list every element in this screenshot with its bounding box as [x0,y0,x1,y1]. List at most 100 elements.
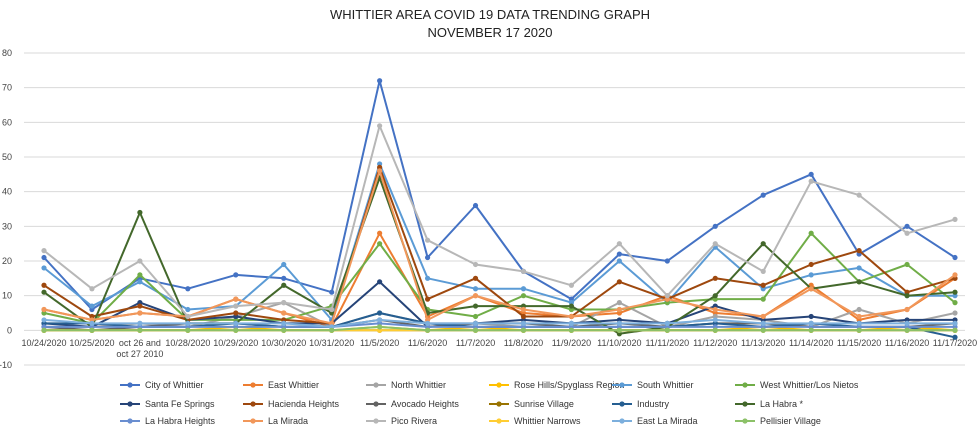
legend-marker [127,382,133,388]
legend-item: La Mirada [243,416,308,426]
data-point [760,320,766,326]
data-point [856,327,862,333]
data-point [281,300,287,306]
data-point [281,275,287,281]
data-point [520,327,527,333]
data-point [233,272,239,278]
data-point [137,327,143,333]
data-point [137,279,143,285]
data-point [41,265,47,271]
x-tick-label: 11/7/2020 [456,338,495,348]
y-tick-label: 30 [2,221,12,231]
data-point [616,258,622,264]
x-tick-label: 10/25/2020 [69,338,114,348]
series-line [43,79,956,311]
x-tick-label: 11/15/2020 [837,338,881,348]
legend-marker [619,382,625,388]
data-point [712,223,718,229]
y-tick-label: 10 [2,291,12,301]
y-tick-label: 40 [2,187,12,197]
data-point [952,327,958,333]
data-point [952,320,958,326]
chart-title: WHITTIER AREA COVID 19 DATA TRENDING GRA… [330,7,650,22]
legend-marker [742,401,748,407]
data-point [664,293,670,299]
data-point [904,327,910,333]
data-point [856,320,862,326]
data-point [808,272,814,278]
series-line [43,166,956,325]
data-point [89,303,95,309]
data-point [424,237,431,243]
data-point [856,279,862,285]
series-0 [41,78,958,313]
legend-label: La Habra Heights [145,416,216,426]
data-point [664,327,670,333]
data-point [41,327,47,333]
data-point [616,300,622,306]
data-point [424,327,431,333]
data-point [472,327,479,333]
x-tick-label: 11/11/2020 [645,338,689,348]
x-tick-label: 11/12/2020 [693,338,737,348]
data-point [712,275,718,281]
legend-label: Pellisier Village [760,416,821,426]
legend-item: Avocado Heights [366,399,459,409]
data-point [137,320,143,326]
data-point [952,289,958,295]
x-tick-label: 10/29/2020 [213,338,258,348]
data-point [377,241,383,247]
legend-marker [250,401,256,407]
x-tick-label: 11/10/2020 [597,338,641,348]
legend-item: West Whittier/Los Nietos [735,380,859,390]
legend-label: La Mirada [268,416,308,426]
legend-item: Santa Fe Springs [120,399,215,409]
data-point [281,310,287,316]
x-tick-label: 11/9/2020 [552,338,591,348]
data-point [712,241,718,247]
legend-label: Santa Fe Springs [145,399,215,409]
data-point [760,282,766,288]
legend-item: Whittier Narrows [489,416,581,426]
data-point [520,320,527,326]
legend: City of Whittier East Whittier North Whitt… [120,380,859,426]
legend-label: East La Mirada [637,416,698,426]
data-point [137,272,143,278]
legend-label: Rose Hills/Spyglass Region [514,380,625,390]
series-line [43,169,956,325]
data-point [424,296,431,302]
x-tick-label: 11/8/2020 [504,338,543,348]
data-point [616,251,622,257]
series-line [43,162,955,321]
data-point [185,306,191,313]
data-point [281,320,287,326]
x-tick-label: 11/17/2020 [933,338,977,348]
legend-label: East Whittier [268,380,319,390]
data-point [664,320,670,326]
data-point [520,268,527,274]
data-point [808,320,814,326]
legend-marker [619,401,625,407]
series-line [43,318,955,328]
data-point [137,258,143,264]
data-point [760,296,766,302]
legend-marker [250,382,256,388]
y-tick-label: 0 [7,325,12,335]
data-point [377,123,383,129]
data-point [185,286,191,292]
data-point [904,306,910,313]
data-point [712,306,718,313]
x-tick-label: 10/31/2020 [309,338,354,348]
legend-label: La Habra * [760,399,804,409]
legend-label: Hacienda Heights [268,399,340,409]
data-point [712,317,718,323]
data-point [472,286,479,292]
data-point [808,171,814,177]
data-point [856,248,862,254]
data-point [952,300,958,306]
data-point [616,241,622,247]
data-point [952,310,958,316]
series-lines [41,78,958,340]
data-point [137,310,143,316]
legend-marker [373,382,379,388]
